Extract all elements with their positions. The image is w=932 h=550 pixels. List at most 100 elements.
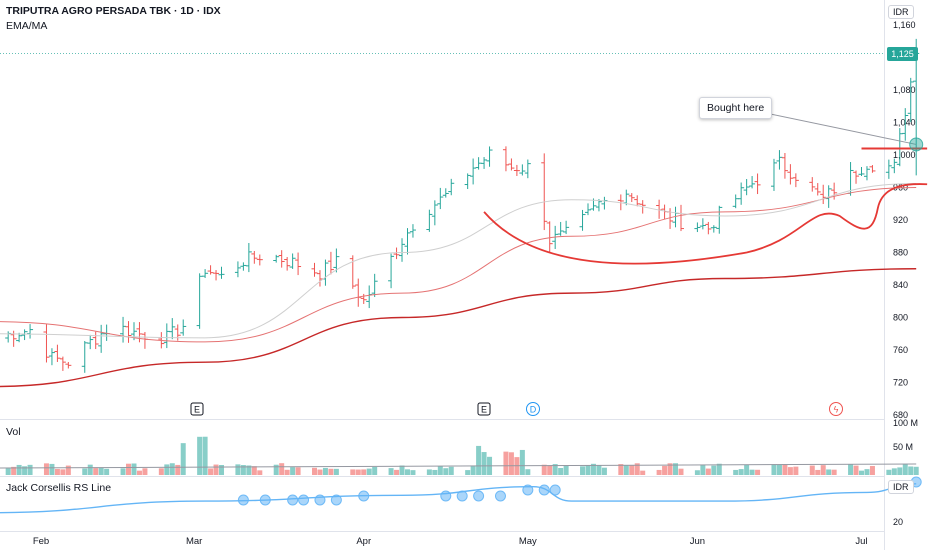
event-badge-earnings: E [477,402,491,416]
month-label: Feb [33,536,49,547]
volume-bar [541,464,547,475]
event-badge-split: ϟ [829,402,843,416]
moving-average-line [0,187,917,343]
rs-new-high-dot [314,494,326,506]
volume-bar [49,463,55,475]
volume-bar [470,466,476,475]
volume-bar [350,469,356,475]
volume-bar [793,466,799,475]
event-badge-label: E [194,405,200,415]
current-price-tag: 1,125 [887,47,918,61]
volume-bar [437,466,443,475]
volume-bar [848,464,854,475]
cup-handle-drawing [483,183,928,265]
volume-bar [273,464,279,475]
volume-bar [673,463,679,475]
event-badge-label: D [530,405,537,415]
volume-bar [705,468,711,475]
volume-bar [662,465,668,475]
volume-bar [869,465,875,475]
currency-badge-top[interactable]: IDR [888,5,914,19]
price-tick-label: 1,080 [893,85,916,95]
volume-bar [580,466,586,475]
volume-bar [432,469,438,475]
volume-average-line [0,463,917,469]
candles-layer [5,38,920,373]
volume-bar [640,470,646,475]
volume-bar [711,465,717,475]
bought-here-callout[interactable]: Bought here [699,97,773,119]
price-tick-label: 880 [893,248,908,258]
volume-bar [240,465,246,475]
volume-bar [169,463,175,475]
volume-bar [5,468,11,475]
currency-badge-bottom[interactable]: IDR [888,480,914,494]
rs-new-high-dot [538,484,550,496]
volume-bar [656,469,662,475]
volume-bar [443,468,449,475]
indicator-label[interactable]: EMA/MA [6,20,48,32]
volume-bar [317,469,323,475]
event-badge-circle [526,402,540,416]
volume-bar [678,468,684,475]
volume-bar [596,465,602,475]
volume-bar [623,465,629,475]
volume-bar [93,468,99,475]
rs-new-high-dot [473,490,485,502]
buy-point-marker [909,137,924,152]
volume-bar [410,470,416,475]
volume-bar [738,469,744,475]
rs-pane-label[interactable]: Jack Corsellis RS Line [6,482,112,494]
volume-bar [284,469,290,475]
rs-new-high-dot [330,494,342,506]
volume-bar [733,469,739,475]
volume-bar [618,464,624,475]
rs-line [0,483,917,514]
rs-new-high-dot [522,484,534,496]
volume-pane-label[interactable]: Vol [6,426,21,438]
volume-bar [755,469,761,475]
rs-new-high-dot [440,490,452,502]
volume-bar [886,469,892,475]
price-tick-label: 1,000 [893,150,916,160]
rs-new-high-dot [358,490,370,502]
volume-bar [809,465,815,475]
volume-bar [826,469,832,475]
moving-average-line [0,182,917,339]
symbol-title[interactable]: TRIPUTRA AGRO PERSADA TBK · 1D · IDX [6,5,221,17]
volume-bar [782,464,788,475]
volume-bar [404,469,410,475]
volume-bar [853,465,859,475]
volume-bar [481,452,487,475]
volume-bar [235,464,241,475]
volume-layer [5,436,919,475]
volume-bar [394,469,400,475]
volume-bar [290,467,296,475]
event-badge-label: E [481,405,487,415]
event-badge-circle [829,402,843,416]
volume-bar [902,463,908,475]
volume-bar [525,469,531,475]
volume-bar [558,467,564,475]
volume-bar [175,464,181,475]
month-label: Jun [690,536,705,547]
volume-bar [508,452,514,475]
volume-bar [897,467,903,475]
volume-bar [503,451,509,475]
volume-tick-label: 50 M [893,442,913,452]
volume-bar [279,463,285,475]
volume-bar [333,468,339,475]
volume-bar [82,468,88,475]
volume-bar [366,468,372,475]
volume-bar [328,468,334,475]
volume-bar [355,469,361,475]
volume-bar [547,465,553,475]
price-tick-label: 1,040 [893,118,916,128]
volume-bar [312,467,317,475]
volume-bar [22,466,28,475]
rs-new-high-dot [237,494,249,506]
volume-bar [716,463,722,475]
rs-new-high-dot [259,494,271,506]
